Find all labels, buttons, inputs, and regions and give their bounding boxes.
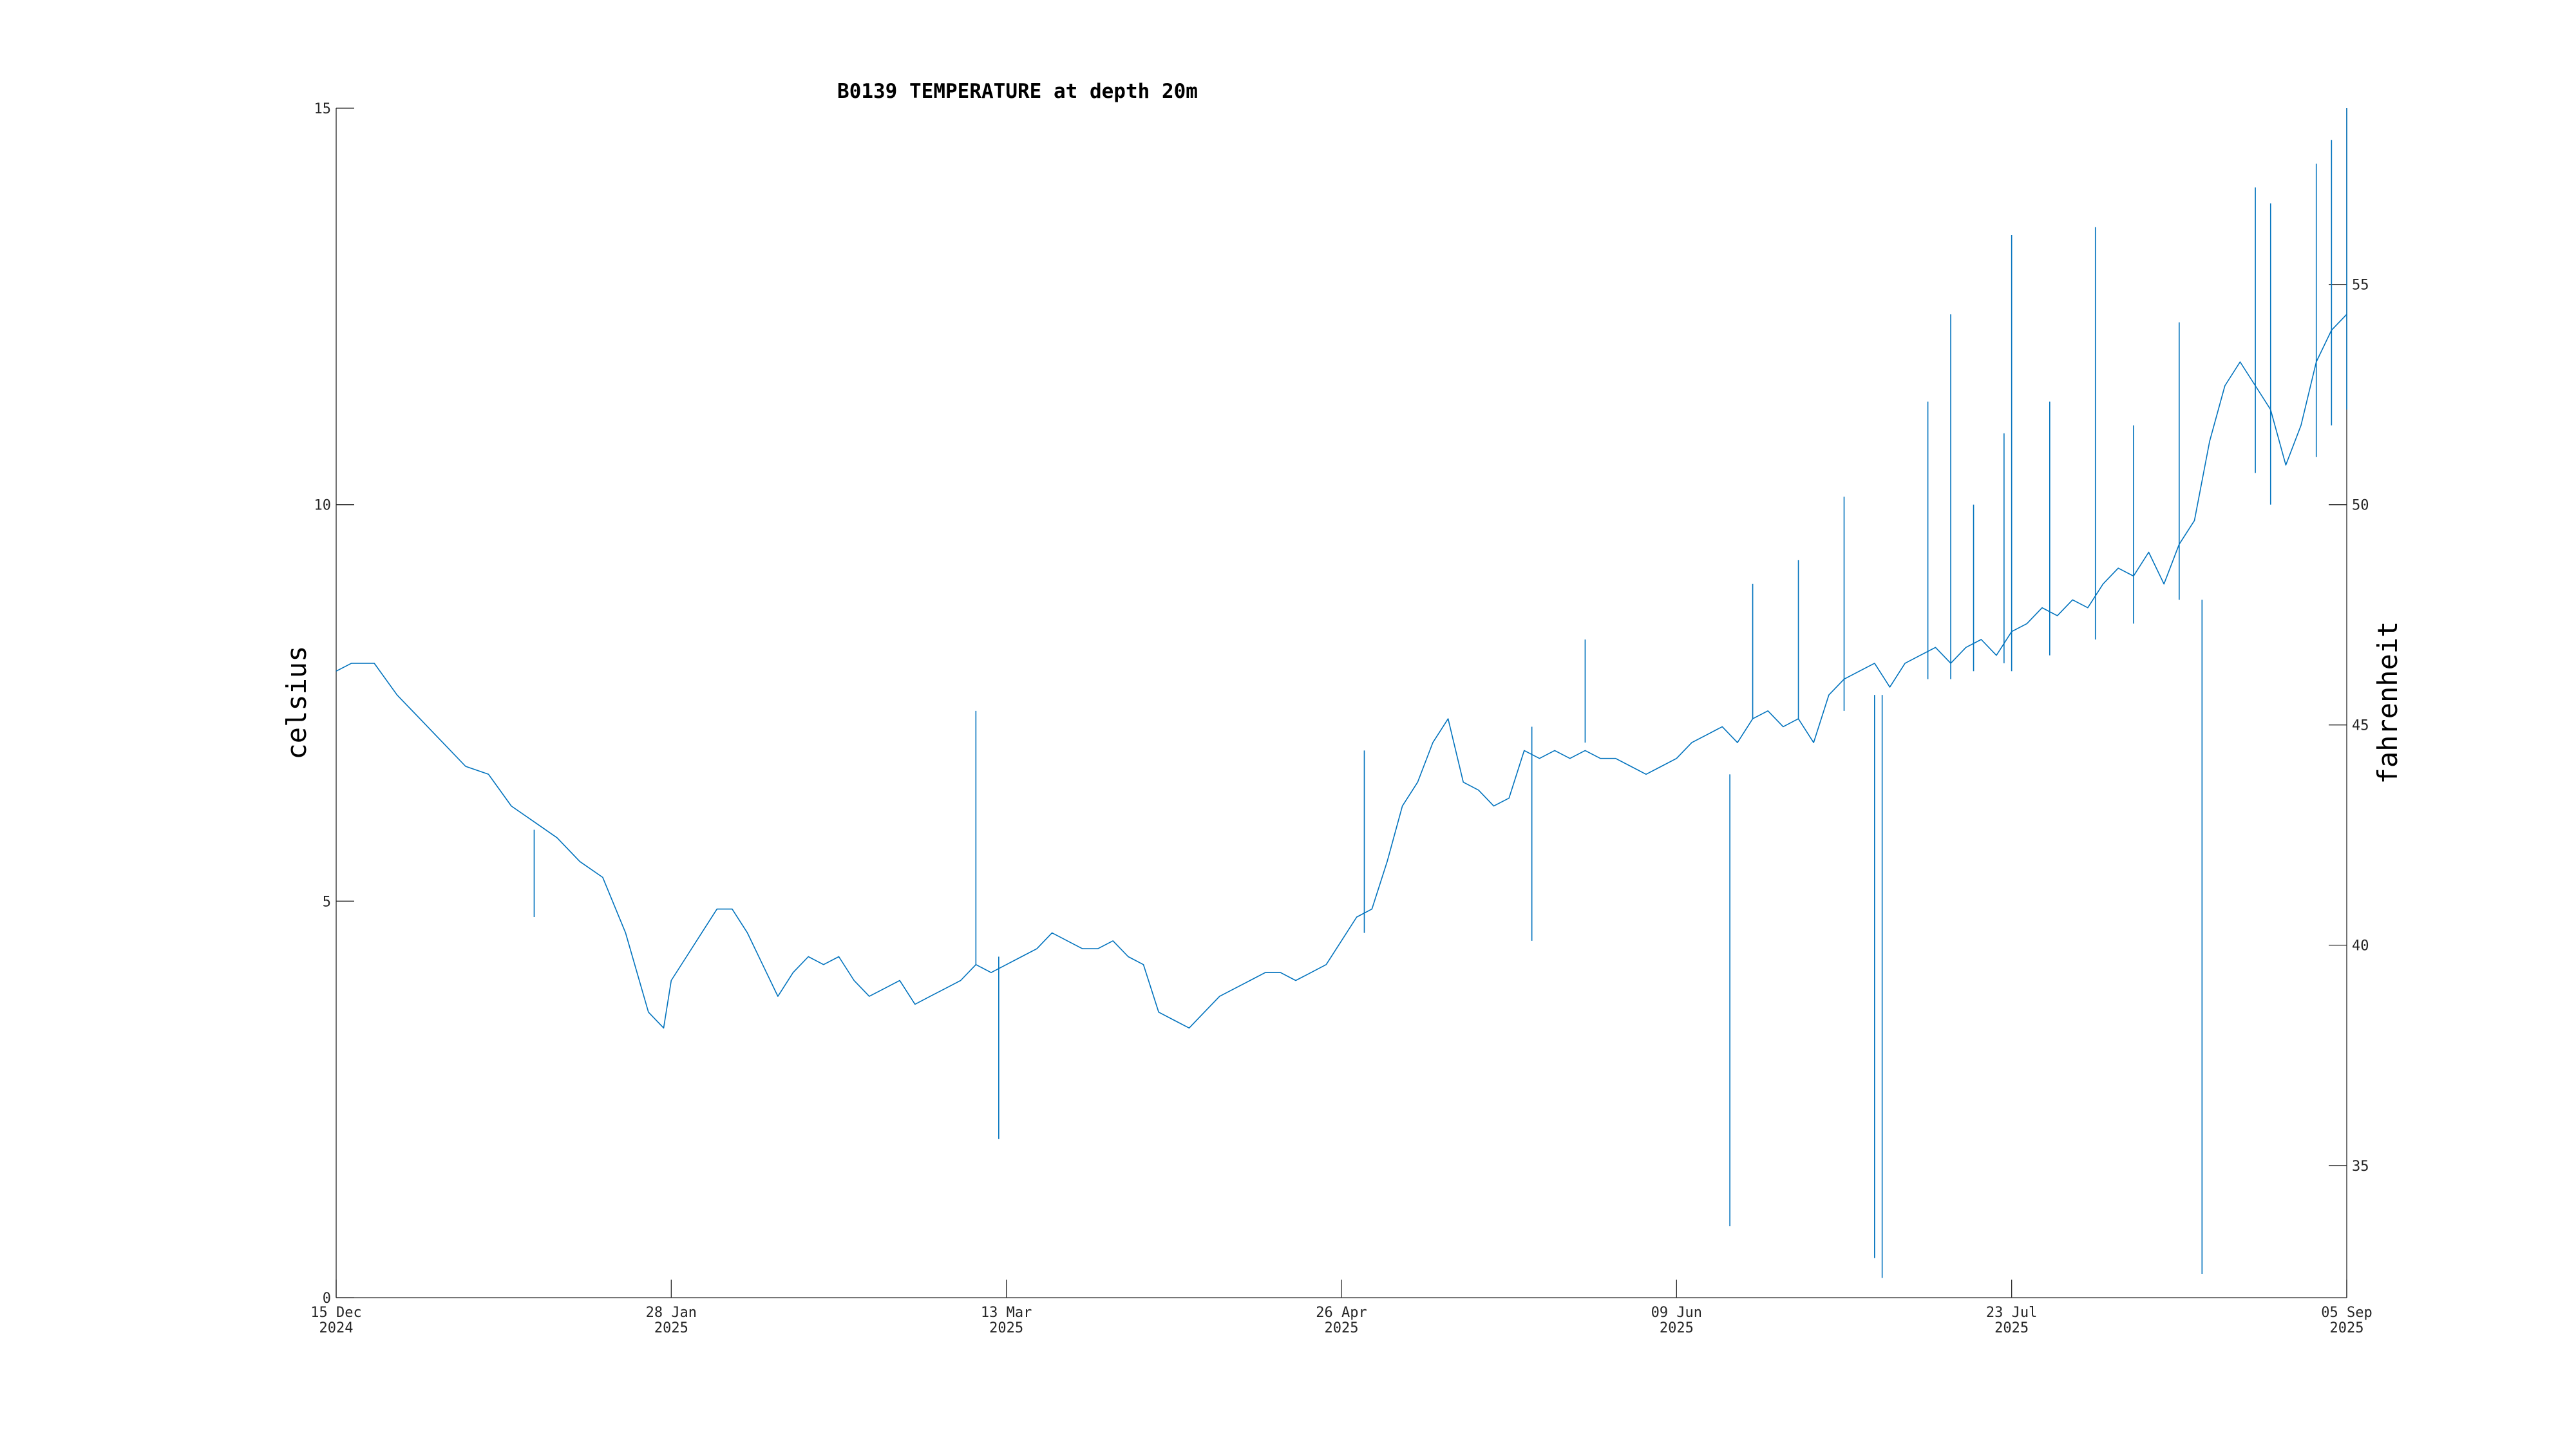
x-tick-year-label: 2025 [1660, 1320, 1694, 1336]
x-tick-year-label: 2024 [319, 1320, 354, 1336]
left-y-axis-label: celsius [281, 645, 312, 759]
left-y-axis-ticks: 0 5 10 15 [314, 101, 354, 1307]
x-tick-label: 28 Jan [646, 1305, 697, 1321]
plot-axes [336, 108, 2347, 1298]
x-tick-label: 09 Jun [1651, 1305, 1702, 1321]
left-y-tick-label: 0 [323, 1291, 331, 1307]
x-tick-year-label: 2025 [2330, 1320, 2364, 1336]
right-y-tick-label: 35 [2352, 1159, 2369, 1175]
left-y-tick-label: 10 [314, 498, 332, 514]
x-tick-label: 23 Jul [1986, 1305, 2037, 1321]
x-tick-year-label: 2025 [989, 1320, 1023, 1336]
right-y-tick-label: 55 [2352, 278, 2369, 294]
x-tick-year-label: 2025 [654, 1320, 688, 1336]
plot-area [336, 108, 2347, 1278]
x-tick-year-label: 2025 [1325, 1320, 1359, 1336]
left-y-tick-label: 15 [314, 101, 332, 117]
right-y-tick-label: 40 [2352, 938, 2369, 954]
left-y-tick-label: 5 [323, 894, 331, 910]
x-tick-label: 13 Mar [981, 1305, 1032, 1321]
chart-title: B0139 TEMPERATURE at depth 20m [837, 80, 1198, 103]
x-tick-label: 05 Sep [2321, 1305, 2372, 1321]
right-y-tick-label: 45 [2352, 718, 2369, 734]
x-tick-label: 15 Dec [310, 1305, 361, 1321]
x-tick-year-label: 2025 [1994, 1320, 2029, 1336]
right-y-axis-ticks: 35 40 45 50 55 [2329, 278, 2369, 1175]
right-y-tick-label: 50 [2352, 498, 2369, 514]
right-y-axis-label: fahrenheit [2372, 621, 2403, 784]
series-line-temperature [336, 314, 2347, 1029]
series-spikes [533, 108, 2347, 1278]
x-tick-label: 26 Apr [1316, 1305, 1367, 1321]
